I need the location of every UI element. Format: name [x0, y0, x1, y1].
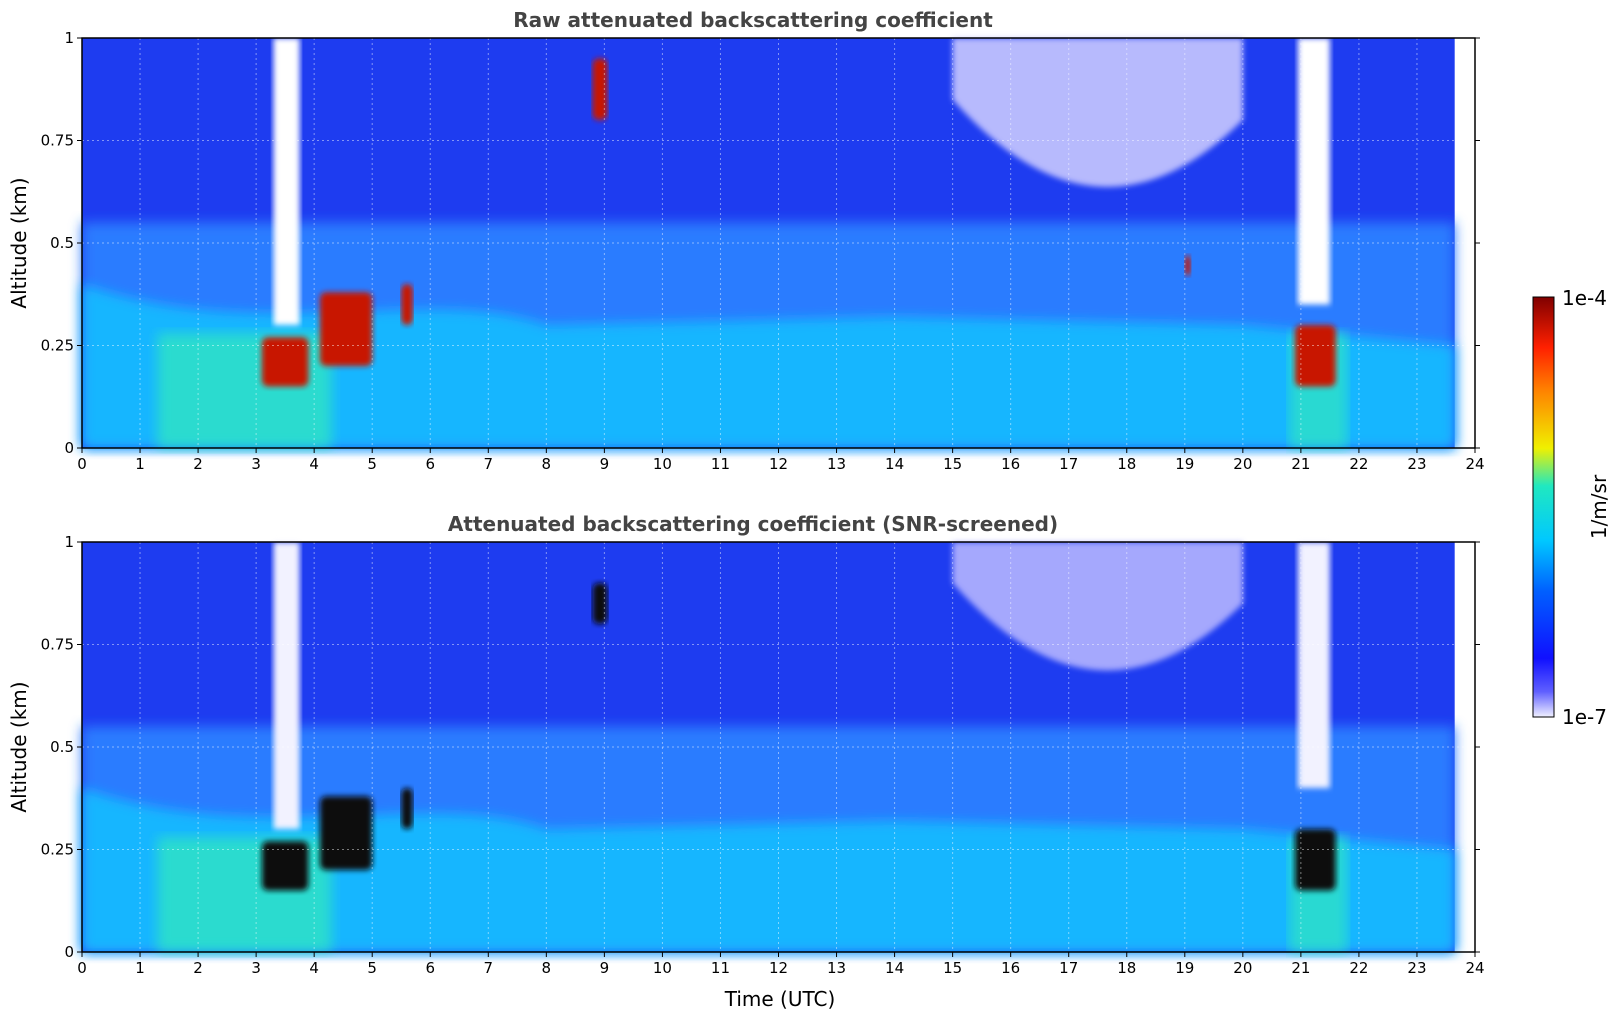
- x-tick-label: 17: [1059, 959, 1078, 977]
- x-tick-label: 2: [193, 959, 203, 977]
- x-tick-label: 22: [1349, 959, 1368, 977]
- colorbar-unit-label: 1/m/sr: [1587, 474, 1611, 539]
- panel-raw-heatmap: [82, 38, 1475, 448]
- panel-raw-y-ticks: 0 0.25 0.5 0.75 1: [41, 29, 1480, 457]
- saturated-cloud: [1295, 829, 1336, 891]
- panel-raw-title: Raw attenuated backscattering coefficien…: [513, 8, 993, 32]
- x-tick-label: 16: [1001, 455, 1020, 473]
- colorbar-max-label: 1e-4: [1562, 286, 1607, 310]
- no-signal-gap: [273, 38, 300, 325]
- strong-cloud: [401, 284, 413, 325]
- colorbar: 1e-4 1e-7 1/m/sr: [1532, 286, 1611, 729]
- x-tick-label: 5: [367, 959, 377, 977]
- x-tick-label: 14: [885, 455, 904, 473]
- x-tick-label: 6: [425, 959, 435, 977]
- x-tick-label: 8: [542, 959, 552, 977]
- x-tick-label: 1: [135, 959, 145, 977]
- panel-screened-heatmap: [82, 542, 1475, 952]
- x-tick-label: 23: [1407, 959, 1426, 977]
- screened-region: [952, 542, 1243, 671]
- x-tick-label: 15: [943, 959, 962, 977]
- x-tick-label: 21: [1291, 959, 1310, 977]
- x-tick-label: 4: [309, 455, 319, 473]
- y-tick-label: 0: [64, 943, 74, 961]
- x-tick-label: 20: [1233, 959, 1252, 977]
- x-tick-label: 15: [943, 455, 962, 473]
- x-tick-label: 3: [251, 959, 261, 977]
- x-tick-label: 10: [653, 455, 672, 473]
- x-tick-label: 19: [1175, 455, 1194, 473]
- strong-cloud: [261, 337, 309, 387]
- saturated-cloud: [592, 583, 608, 624]
- x-tick-label: 12: [769, 455, 788, 473]
- x-tick-label: 7: [484, 959, 494, 977]
- y-tick-label: 0.25: [41, 337, 74, 355]
- panel-screened-x-ticks: 0 1 2 3 4 5 6 7 8 9 10 11 12 13 14 15 16 17 18 19 20 21 22 23 24: [77, 952, 1485, 977]
- panel-screened-y-ticks: 0 0.25 0.5 0.75 1: [41, 533, 1480, 961]
- boundary-layer: [82, 284, 1455, 448]
- y-tick-label: 0.75: [41, 636, 74, 654]
- x-tick-label: 18: [1117, 455, 1136, 473]
- x-tick-label: 21: [1291, 455, 1310, 473]
- x-axis-label: Time (UTC): [724, 987, 836, 1011]
- x-tick-label: 13: [827, 959, 846, 977]
- x-tick-label: 2: [193, 455, 203, 473]
- x-tick-label: 20: [1233, 455, 1252, 473]
- x-tick-label: 13: [827, 455, 846, 473]
- panel-screened-title: Attenuated backscattering coefficient (S…: [448, 512, 1058, 536]
- no-signal-gap: [1297, 38, 1330, 305]
- y-tick-label: 0: [64, 439, 74, 457]
- y-tick-label: 0.75: [41, 132, 74, 150]
- colorbar-min-label: 1e-7: [1562, 705, 1607, 729]
- x-tick-label: 0: [77, 959, 87, 977]
- boundary-layer: [82, 788, 1455, 952]
- x-tick-label: 12: [769, 959, 788, 977]
- x-tick-label: 11: [711, 959, 730, 977]
- x-tick-label: 10: [653, 959, 672, 977]
- panel-screened-y-axis-label: Altitude (km): [7, 681, 31, 812]
- saturated-cloud: [319, 796, 373, 870]
- strong-cloud: [1184, 255, 1191, 276]
- y-tick-label: 0.5: [50, 738, 74, 756]
- x-tick-label: 3: [251, 455, 261, 473]
- x-tick-label: 11: [711, 455, 730, 473]
- y-tick-label: 1: [64, 29, 74, 47]
- x-tick-label: 23: [1407, 455, 1426, 473]
- strong-cloud: [319, 292, 373, 366]
- colorbar-gradient: [1532, 296, 1555, 718]
- panel-raw-y-axis-label: Altitude (km): [7, 177, 31, 308]
- x-tick-label: 19: [1175, 959, 1194, 977]
- x-tick-label: 0: [77, 455, 87, 473]
- saturated-cloud: [401, 788, 413, 829]
- saturated-cloud: [261, 841, 309, 891]
- y-tick-label: 0.25: [41, 841, 74, 859]
- x-tick-label: 18: [1117, 959, 1136, 977]
- y-tick-label: 0.5: [50, 234, 74, 252]
- x-tick-label: 9: [600, 959, 610, 977]
- x-tick-label: 17: [1059, 455, 1078, 473]
- panel-raw: Raw attenuated backscattering coefficien…: [7, 8, 1485, 473]
- panel-raw-x-ticks: 0 1 2 3 4 5 6 7 8 9 10 11 12 13 14 15 16 17 18 19 20 21 22 23 24: [77, 448, 1485, 473]
- x-tick-label: 14: [885, 959, 904, 977]
- strong-cloud: [1295, 325, 1336, 387]
- sparse-gap: [952, 38, 1243, 187]
- y-tick-label: 1: [64, 533, 74, 551]
- no-signal-gap: [273, 542, 300, 829]
- x-tick-label: 1: [135, 455, 145, 473]
- x-tick-label: 22: [1349, 455, 1368, 473]
- x-tick-label: 8: [542, 455, 552, 473]
- x-tick-label: 4: [309, 959, 319, 977]
- no-signal-gap: [1297, 542, 1330, 788]
- x-tick-label: 5: [367, 455, 377, 473]
- x-tick-label: 7: [484, 455, 494, 473]
- x-tick-label: 24: [1465, 959, 1484, 977]
- x-tick-label: 24: [1465, 455, 1484, 473]
- x-tick-label: 6: [425, 455, 435, 473]
- x-tick-label: 16: [1001, 959, 1020, 977]
- panel-screened: Attenuated backscattering coefficient (S…: [7, 512, 1485, 1011]
- strong-cloud: [592, 58, 608, 120]
- x-tick-label: 9: [600, 455, 610, 473]
